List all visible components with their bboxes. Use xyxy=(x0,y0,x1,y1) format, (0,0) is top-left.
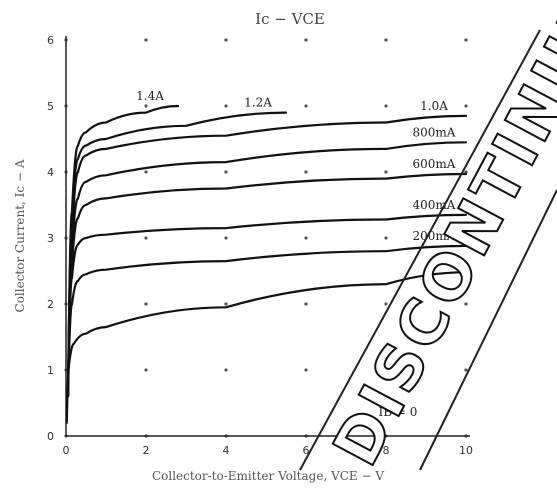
curve-1-2a xyxy=(66,111,288,398)
curve-label: 1.2A xyxy=(244,96,272,110)
grid-dot xyxy=(304,302,308,306)
y-tick-label: 6 xyxy=(47,34,54,47)
grid-dot xyxy=(224,170,228,174)
watermark-text: DISCONTINUED xyxy=(319,0,557,477)
grid-dot xyxy=(384,38,388,42)
baseline-label: IB = 0 xyxy=(379,405,418,419)
grid-dot xyxy=(464,302,468,306)
curve-400ma xyxy=(66,213,468,398)
grid-dot xyxy=(304,170,308,174)
grid-dot xyxy=(144,302,148,306)
grid-dot xyxy=(144,236,148,240)
x-tick-label: 8 xyxy=(383,444,390,457)
grid-dot xyxy=(304,38,308,42)
curve-1-4a xyxy=(66,104,180,398)
grid-dot xyxy=(224,302,228,306)
x-axis-title: Collector-to-Emitter Voltage, VCE − V xyxy=(152,469,384,483)
plot-axes xyxy=(65,36,470,437)
chart-title: Ic − VCE xyxy=(255,10,325,28)
curve-600ma xyxy=(66,172,468,398)
y-tick-label: 0 xyxy=(47,430,54,443)
x-tick-label: 10 xyxy=(459,444,473,457)
y-tick-label: 3 xyxy=(47,232,54,245)
y-tick-label: 4 xyxy=(47,166,54,179)
grid-dot xyxy=(144,104,148,108)
x-tick-label: 2 xyxy=(143,444,150,457)
grid-dot xyxy=(384,302,388,306)
grid-dot xyxy=(384,236,388,240)
grid-dot xyxy=(464,236,468,240)
grid-dot xyxy=(144,38,148,42)
curve-label: 600mA xyxy=(413,157,456,171)
grid-dot xyxy=(464,38,468,42)
tick-labels: 0 2 4 6 8 10 0 1 2 3 4 5 6 xyxy=(47,34,473,457)
grid-dot xyxy=(464,368,468,372)
grid-dot xyxy=(224,236,228,240)
grid-dot xyxy=(304,368,308,372)
grid-dot xyxy=(224,104,228,108)
grid-dot xyxy=(304,236,308,240)
curve-200ma xyxy=(66,244,468,398)
curve-label: 1.4A xyxy=(136,89,164,103)
curve-label: 800mA xyxy=(413,125,456,139)
watermark: DISCONTINUED xyxy=(299,0,557,478)
curve-labels: 1.4A 1.2A 1.0A 800mA 600mA 400mA 200mA IB = 0 xyxy=(136,89,456,419)
y-tick-label: 1 xyxy=(47,364,54,377)
x-tick-label: 0 xyxy=(63,444,70,457)
curve-label: 400mA xyxy=(413,198,456,212)
watermark-stripe-right xyxy=(419,189,557,471)
grid-dot xyxy=(144,170,148,174)
y-axis-title: Collector Current, Ic − A xyxy=(13,159,27,312)
curve-label: 200mA xyxy=(413,229,456,243)
y-tick-label: 5 xyxy=(47,100,54,113)
curve-0a xyxy=(65,271,468,424)
grid-dot xyxy=(224,368,228,372)
grid-dot xyxy=(144,368,148,372)
grid-dot xyxy=(464,170,468,174)
curve-label: 1.0A xyxy=(420,99,448,113)
grid-dot xyxy=(304,104,308,108)
y-tick-label: 2 xyxy=(47,298,54,311)
grid-dot xyxy=(384,368,388,372)
grid-dot xyxy=(464,104,468,108)
grid-dot xyxy=(384,104,388,108)
grid-dot xyxy=(224,38,228,42)
x-tick-label: 6 xyxy=(303,444,310,457)
grid-dot xyxy=(384,170,388,174)
curve-group xyxy=(65,104,468,424)
x-tick-label: 4 xyxy=(223,444,230,457)
watermark-stripe-left xyxy=(299,29,541,471)
